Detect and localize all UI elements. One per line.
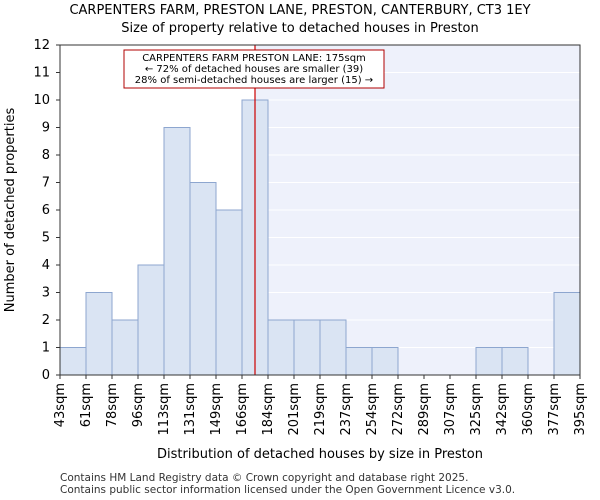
x-tick-label: 342sqm bbox=[495, 383, 510, 436]
bar-149sqm bbox=[215, 209, 243, 376]
bar-254sqm bbox=[371, 347, 399, 376]
bar-219sqm bbox=[319, 319, 347, 376]
bars bbox=[59, 99, 581, 376]
x-tick-label: 377sqm bbox=[547, 383, 562, 436]
x-tick-label: 96sqm bbox=[131, 383, 146, 427]
x-tick-label: 219sqm bbox=[313, 383, 328, 436]
chart-title: CARPENTERS FARM, PRESTON LANE, PRESTON, … bbox=[69, 3, 531, 18]
x-tick-label: 360sqm bbox=[521, 383, 536, 436]
x-tick-label: 325sqm bbox=[469, 383, 484, 436]
y-tick-label: 11 bbox=[33, 66, 50, 81]
y-tick-label: 0 bbox=[42, 368, 50, 383]
x-tick-label: 166sqm bbox=[235, 383, 250, 436]
annotation-line-1: CARPENTERS FARM PRESTON LANE: 175sqm bbox=[142, 53, 366, 64]
x-tick-label: 78sqm bbox=[105, 383, 120, 427]
x-axis-label: Distribution of detached houses by size … bbox=[157, 447, 483, 462]
bar-377sqm bbox=[553, 292, 581, 376]
x-tick-label: 272sqm bbox=[391, 383, 406, 436]
bar-61sqm bbox=[85, 292, 113, 376]
y-tick-label: 1 bbox=[42, 341, 50, 356]
x-tick-label: 61sqm bbox=[79, 383, 94, 427]
bar-325sqm bbox=[475, 347, 503, 376]
bar-201sqm bbox=[293, 319, 321, 376]
bar-96sqm bbox=[137, 264, 165, 376]
y-tick-label: 5 bbox=[42, 231, 50, 246]
chart-subtitle: Size of property relative to detached ho… bbox=[121, 21, 479, 36]
footer-licence: Contains public sector information licen… bbox=[60, 484, 516, 496]
x-tick-label: 113sqm bbox=[157, 383, 172, 436]
annotation-box bbox=[123, 49, 385, 89]
x-tick-label: 43sqm bbox=[53, 383, 68, 427]
footer-copyright: Contains HM Land Registry data © Crown c… bbox=[60, 472, 469, 484]
y-tick-label: 7 bbox=[42, 176, 50, 191]
y-tick-label: 12 bbox=[33, 38, 50, 53]
y-tick-label: 9 bbox=[42, 121, 50, 136]
y-tick-label: 8 bbox=[42, 148, 50, 163]
x-axis: 43sqm 61sqm 78sqm 96sqm 113sqm 131sqm 149sqm 16… bbox=[53, 375, 588, 436]
plot-frame bbox=[59, 44, 581, 376]
x-tick-label: 289sqm bbox=[417, 383, 432, 436]
x-tick-label: 131sqm bbox=[183, 383, 198, 436]
bar-113sqm bbox=[163, 127, 191, 376]
bar-237sqm bbox=[345, 347, 373, 376]
y-tick-label: 3 bbox=[42, 286, 50, 301]
y-tick-label: 2 bbox=[42, 313, 50, 328]
bar-43sqm bbox=[59, 347, 87, 376]
annotation-line-3: 28% of semi-detached houses are larger (… bbox=[135, 75, 373, 86]
y-tick-label: 6 bbox=[42, 203, 50, 218]
y-tick-label: 10 bbox=[33, 93, 50, 108]
bar-131sqm bbox=[189, 182, 217, 376]
x-tick-label: 237sqm bbox=[339, 383, 354, 436]
y-tick-label: 4 bbox=[42, 258, 50, 273]
marker-annotation: CARPENTERS FARM PRESTON LANE: 175sqm ← 7… bbox=[123, 49, 385, 89]
x-tick-label: 395sqm bbox=[573, 383, 588, 436]
bar-184sqm bbox=[267, 319, 295, 376]
x-tick-label: 254sqm bbox=[365, 383, 380, 436]
x-tick-label: 149sqm bbox=[209, 383, 224, 436]
bar-78sqm bbox=[111, 319, 139, 376]
annotation-line-2: ← 72% of detached houses are smaller (39… bbox=[145, 64, 363, 75]
x-tick-label: 201sqm bbox=[287, 383, 302, 436]
x-tick-label: 184sqm bbox=[261, 383, 276, 436]
bar-342sqm bbox=[501, 347, 529, 376]
y-axis-label: Number of detached properties bbox=[3, 108, 18, 313]
x-tick-label: 307sqm bbox=[443, 383, 458, 436]
